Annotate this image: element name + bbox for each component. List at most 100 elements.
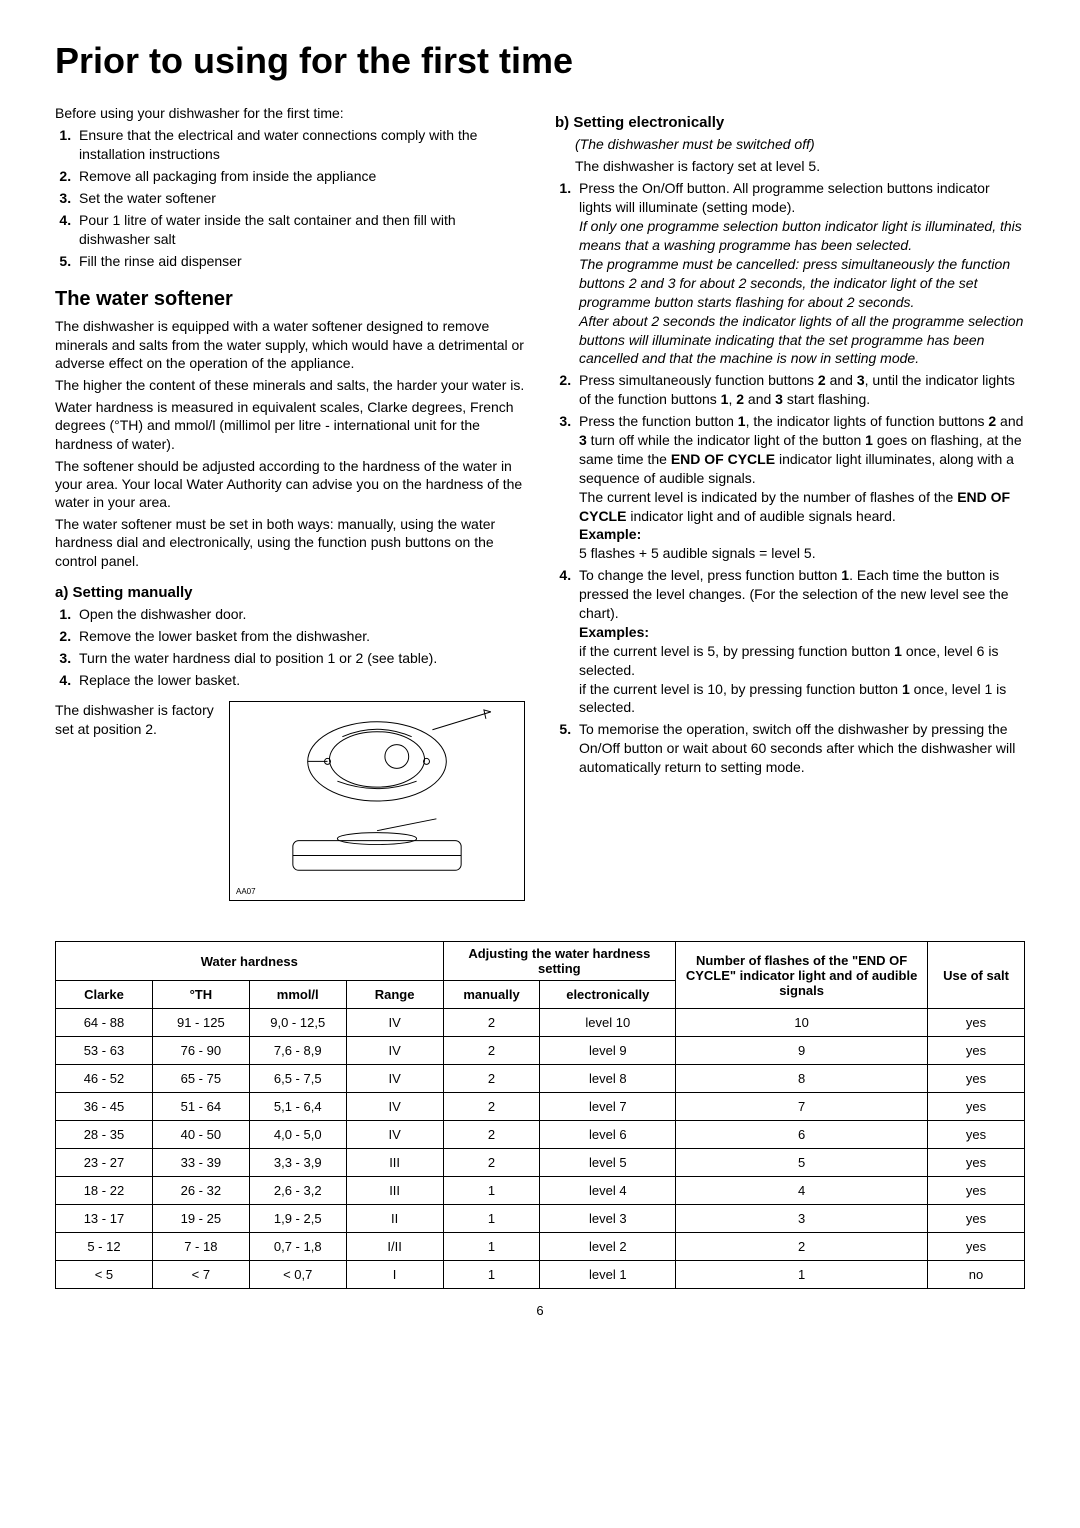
step4-text: To change the level, press function butt…: [579, 567, 1009, 621]
th-use-of-salt: Use of salt: [928, 942, 1025, 1009]
page-title: Prior to using for the first time: [55, 40, 1025, 82]
th-adjusting: Adjusting the water hardness setting: [443, 942, 676, 981]
manual-step: Remove the lower basket from the dishwas…: [75, 627, 525, 646]
page-number: 6: [55, 1303, 1025, 1318]
table-cell: yes: [928, 1177, 1025, 1205]
electronic-steps-list: Press the On/Off button. All programme s…: [555, 179, 1025, 777]
electronic-step-3: Press the function button 1, the indicat…: [575, 412, 1025, 563]
table-cell: 13 - 17: [56, 1205, 153, 1233]
factory-text: The dishwasher is factory set at positio…: [55, 701, 215, 737]
step3-example-text: 5 flashes + 5 audible signals = level 5.: [579, 545, 816, 561]
electronic-factory: The dishwasher is factory set at level 5…: [575, 157, 1025, 175]
table-cell: 2,6 - 3,2: [249, 1177, 346, 1205]
manual-step: Open the dishwasher door.: [75, 605, 525, 624]
table-cell: 2: [443, 1149, 540, 1177]
electronic-step-4: To change the level, press function butt…: [575, 566, 1025, 717]
table-cell: 18 - 22: [56, 1177, 153, 1205]
table-cell: 5,1 - 6,4: [249, 1093, 346, 1121]
electronic-step-2: Press simultaneously function buttons 2 …: [575, 371, 1025, 409]
table-cell: 40 - 50: [152, 1121, 249, 1149]
table-cell: level 4: [540, 1177, 676, 1205]
table-body: 64 - 8891 - 1259,0 - 12,5IV2level 1010ye…: [56, 1009, 1025, 1289]
table-cell: 8: [676, 1065, 928, 1093]
table-cell: level 9: [540, 1037, 676, 1065]
table-cell: yes: [928, 1149, 1025, 1177]
table-cell: 91 - 125: [152, 1009, 249, 1037]
table-cell: 7,6 - 8,9: [249, 1037, 346, 1065]
table-cell: 6,5 - 7,5: [249, 1065, 346, 1093]
setting-electronically-heading: b) Setting electronically: [555, 114, 1025, 131]
table-row: 13 - 1719 - 251,9 - 2,5II1level 33yes: [56, 1205, 1025, 1233]
table-cell: yes: [928, 1121, 1025, 1149]
table-cell: level 8: [540, 1065, 676, 1093]
table-cell: 64 - 88: [56, 1009, 153, 1037]
right-column: b) Setting electronically (The dishwashe…: [555, 100, 1025, 901]
step1-italic: If only one programme selection button i…: [579, 218, 1023, 366]
table-cell: 3,3 - 3,9: [249, 1149, 346, 1177]
table-row: 23 - 2733 - 393,3 - 3,9III2level 55yes: [56, 1149, 1025, 1177]
table-cell: IV: [346, 1037, 443, 1065]
table-cell: 28 - 35: [56, 1121, 153, 1149]
intro-item: Ensure that the electrical and water con…: [75, 126, 525, 164]
table-cell: III: [346, 1149, 443, 1177]
table-cell: yes: [928, 1233, 1025, 1261]
table-cell: 9,0 - 12,5: [249, 1009, 346, 1037]
table-row: 64 - 8891 - 1259,0 - 12,5IV2level 1010ye…: [56, 1009, 1025, 1037]
table-cell: I/II: [346, 1233, 443, 1261]
table-row: 53 - 6376 - 907,6 - 8,9IV2level 99yes: [56, 1037, 1025, 1065]
th-mmol: mmol/l: [249, 981, 346, 1009]
table-cell: 1: [443, 1177, 540, 1205]
page: Prior to using for the first time Before…: [0, 0, 1080, 1528]
table-cell: 7 - 18: [152, 1233, 249, 1261]
table-cell: level 2: [540, 1233, 676, 1261]
water-softener-heading: The water softener: [55, 288, 525, 311]
table-cell: 23 - 27: [56, 1149, 153, 1177]
table-cell: I: [346, 1261, 443, 1289]
table-cell: 1: [443, 1233, 540, 1261]
table-cell: 10: [676, 1009, 928, 1037]
table-cell: 2: [443, 1009, 540, 1037]
table-head: Water hardness Adjusting the water hardn…: [56, 942, 1025, 1009]
manual-step: Turn the water hardness dial to position…: [75, 649, 525, 668]
table-cell: 53 - 63: [56, 1037, 153, 1065]
table-cell: yes: [928, 1009, 1025, 1037]
table-cell: level 3: [540, 1205, 676, 1233]
softener-para: The dishwasher is equipped with a water …: [55, 317, 525, 372]
table-cell: 76 - 90: [152, 1037, 249, 1065]
hardness-table-wrap: Water hardness Adjusting the water hardn…: [55, 941, 1025, 1289]
table-cell: 2: [443, 1065, 540, 1093]
softener-para: The water softener must be set in both w…: [55, 515, 525, 570]
table-cell: 51 - 64: [152, 1093, 249, 1121]
table-row: 36 - 4551 - 645,1 - 6,4IV2level 77yes: [56, 1093, 1025, 1121]
table-row: 18 - 2226 - 322,6 - 3,2III1level 44yes: [56, 1177, 1025, 1205]
th-range: Range: [346, 981, 443, 1009]
table-cell: 33 - 39: [152, 1149, 249, 1177]
th-water-hardness: Water hardness: [56, 942, 444, 981]
table-cell: 5 - 12: [56, 1233, 153, 1261]
table-cell: yes: [928, 1093, 1025, 1121]
step4-example1: if the current level is 5, by pressing f…: [579, 643, 998, 678]
intro-item: Pour 1 litre of water inside the salt co…: [75, 211, 525, 249]
table-cell: 19 - 25: [152, 1205, 249, 1233]
table-cell: yes: [928, 1205, 1025, 1233]
step2-text: Press simultaneously function buttons 2 …: [579, 372, 1015, 407]
intro-item: Set the water softener: [75, 189, 525, 208]
table-row: < 5< 7< 0,7I1level 11no: [56, 1261, 1025, 1289]
factory-row: The dishwasher is factory set at positio…: [55, 701, 525, 901]
table-cell: IV: [346, 1065, 443, 1093]
step1-plain: Press the On/Off button. All programme s…: [579, 180, 990, 215]
th-electronically: electronically: [540, 981, 676, 1009]
table-cell: level 6: [540, 1121, 676, 1149]
two-column-layout: Before using your dishwasher for the fir…: [55, 100, 1025, 901]
table-cell: IV: [346, 1009, 443, 1037]
table-cell: 46 - 52: [56, 1065, 153, 1093]
table-cell: III: [346, 1177, 443, 1205]
th-manually: manually: [443, 981, 540, 1009]
hardness-table: Water hardness Adjusting the water hardn…: [55, 941, 1025, 1289]
table-row: 46 - 5265 - 756,5 - 7,5IV2level 88yes: [56, 1065, 1025, 1093]
table-cell: < 0,7: [249, 1261, 346, 1289]
step4-examples-label: Examples:: [579, 624, 649, 640]
table-cell: 4: [676, 1177, 928, 1205]
table-cell: level 10: [540, 1009, 676, 1037]
electronic-italic: (The dishwasher must be switched off): [575, 135, 1025, 153]
